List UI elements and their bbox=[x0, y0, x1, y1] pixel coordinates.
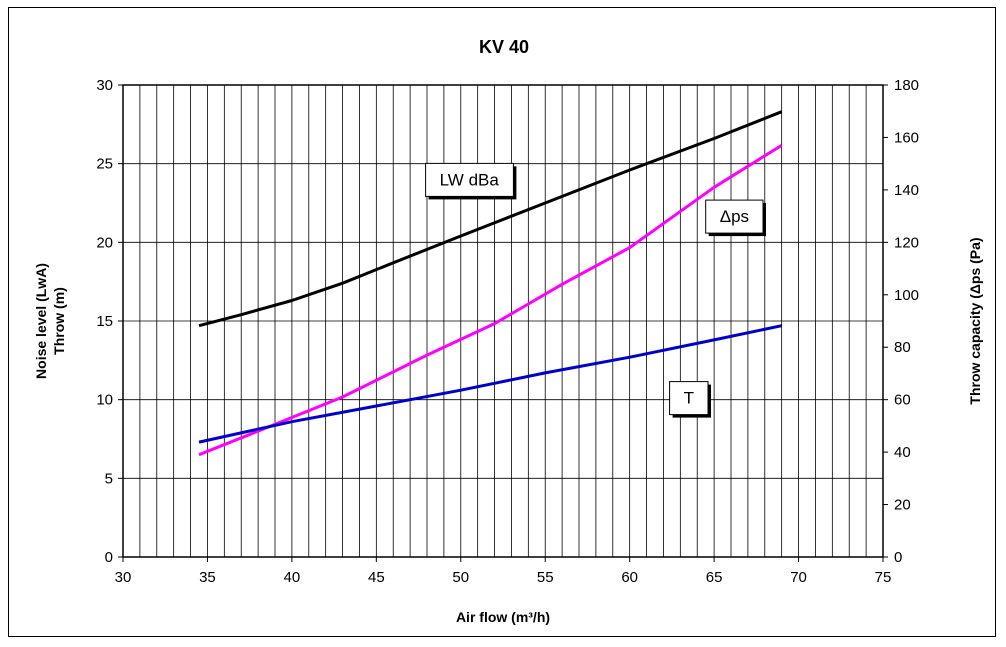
y-left-tick-label: 10 bbox=[96, 392, 113, 409]
y-right-tick-label: 180 bbox=[894, 77, 919, 94]
x-tick-label: 55 bbox=[537, 569, 554, 586]
series-label-text: LW dBa bbox=[440, 170, 500, 189]
x-tick-label: 70 bbox=[790, 569, 807, 586]
series-label-2: Δps bbox=[705, 199, 766, 237]
x-tick-label: 35 bbox=[199, 569, 216, 586]
series-label-box bbox=[669, 381, 709, 416]
axis-ticks: 30 35 40 45 50 55 60 65 70 7505101520253002040608… bbox=[96, 77, 919, 586]
y-right-tick-label: 100 bbox=[894, 287, 919, 304]
y-left-axis-label-line1: Noise level (LwA) bbox=[33, 263, 49, 379]
y-left-axis-label-line2: Throw (m) bbox=[51, 287, 67, 355]
chart-title: KV 40 bbox=[479, 37, 529, 57]
series-line-1 bbox=[198, 110, 783, 328]
x-axis-label: Air flow (m³/h) bbox=[456, 609, 550, 625]
y-left-tick-label: 30 bbox=[96, 77, 113, 94]
x-tick-label: 65 bbox=[706, 569, 723, 586]
y-right-tick-label: 160 bbox=[894, 129, 919, 146]
y-left-tick-label: 0 bbox=[105, 549, 113, 566]
series-label-1: LW dBa bbox=[425, 162, 517, 200]
series-label-box bbox=[425, 162, 514, 197]
series-label-text: T bbox=[684, 389, 694, 408]
series-line-3 bbox=[198, 324, 783, 444]
y-right-tick-label: 60 bbox=[894, 392, 911, 409]
y-right-axis-label: Throw capacity (Δps (Pa) bbox=[967, 237, 983, 404]
series-label-3: T bbox=[669, 381, 711, 418]
series-label-box bbox=[705, 199, 764, 234]
y-right-tick-label: 80 bbox=[894, 339, 911, 356]
series-labels: LW dBa Δps T bbox=[425, 162, 766, 418]
series-lines bbox=[198, 110, 783, 457]
y-right-tick-label: 20 bbox=[894, 497, 911, 514]
y-left-tick-label: 5 bbox=[105, 470, 113, 487]
y-right-tick-label: 120 bbox=[894, 234, 919, 251]
x-tick-label: 75 bbox=[875, 569, 892, 586]
x-tick-label: 60 bbox=[621, 569, 638, 586]
chart-frame bbox=[8, 7, 996, 637]
series-label-text: Δps bbox=[720, 207, 749, 226]
x-tick-label: 30 bbox=[115, 569, 132, 586]
y-right-tick-label: 140 bbox=[894, 182, 919, 199]
y-left-tick-label: 25 bbox=[96, 156, 113, 173]
y-right-tick-label: 40 bbox=[894, 444, 911, 461]
y-right-tick-label: 0 bbox=[894, 549, 902, 566]
grid bbox=[123, 85, 883, 557]
x-tick-label: 50 bbox=[452, 569, 469, 586]
series-line-2 bbox=[198, 144, 783, 457]
x-tick-label: 40 bbox=[284, 569, 301, 586]
y-left-tick-label: 20 bbox=[96, 234, 113, 251]
y-left-tick-label: 15 bbox=[96, 313, 113, 330]
x-tick-label: 45 bbox=[368, 569, 385, 586]
